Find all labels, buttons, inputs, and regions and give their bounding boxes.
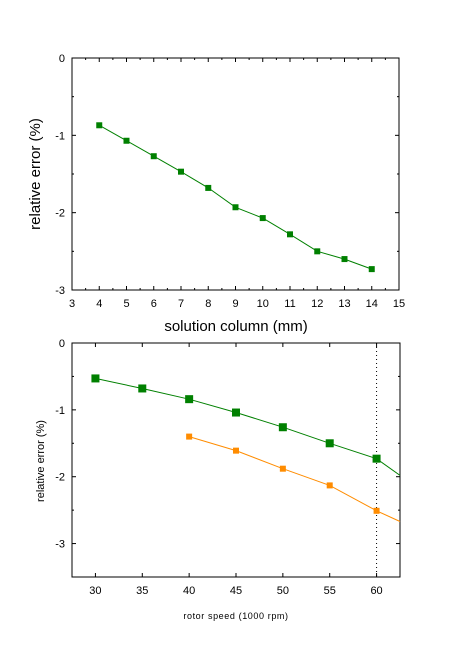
top-x-tick-label: 15 xyxy=(393,298,405,310)
bottom-series-2-point xyxy=(373,507,380,514)
bottom-x-tick-label: 60 xyxy=(370,585,382,597)
top-series-1-point xyxy=(341,256,348,263)
bottom-x-tick-label: 30 xyxy=(89,585,101,597)
top-x-axis-label: solution column (mm) xyxy=(164,318,307,335)
bottom-series-1-point xyxy=(91,374,100,383)
bottom-series-1-point xyxy=(325,439,334,448)
top-series-1-point xyxy=(123,137,130,144)
bottom-series-1-point xyxy=(138,384,147,393)
top-y-tick-label: -3 xyxy=(55,285,65,297)
bottom-y-tick-label: -1 xyxy=(55,405,65,417)
top-series-1-point xyxy=(287,231,293,238)
bottom-x-tick-label: 50 xyxy=(277,585,289,597)
top-x-tick-label: 8 xyxy=(205,298,211,310)
bottom-x-tick-label: 40 xyxy=(183,585,195,597)
bottom-series-2-point xyxy=(186,433,193,440)
top-x-tick-label: 14 xyxy=(366,298,378,310)
bottom-series-2-point xyxy=(233,447,239,454)
top-series-1-point xyxy=(178,168,184,175)
top-y-tick-label: -1 xyxy=(55,130,65,142)
top-series-1-point xyxy=(205,184,212,191)
bottom-x-tick-label: 35 xyxy=(136,585,148,597)
bottom-series-1-line xyxy=(95,377,401,476)
bottom-series-1-point xyxy=(232,408,240,417)
bottom-x-tick-label: 45 xyxy=(230,585,242,597)
top-x-tick-label: 13 xyxy=(338,298,350,310)
top-chart: solution column (mm) relative error (%) … xyxy=(27,53,405,335)
bottom-chart: rotor speed (1000 rpm) relative error (%… xyxy=(35,338,401,621)
bottom-x-tick-label: 55 xyxy=(324,585,336,597)
top-series-1-point xyxy=(96,122,103,129)
top-series-1-point xyxy=(259,215,266,222)
top-x-tick-label: 11 xyxy=(284,298,295,310)
top-x-tick-label: 7 xyxy=(178,298,184,310)
top-x-tick-label: 9 xyxy=(232,298,238,310)
bottom-series-2-point xyxy=(326,482,333,489)
top-y-axis-label: relative error (%) xyxy=(27,118,44,230)
top-x-tick-label: 5 xyxy=(123,298,129,310)
top-x-tick-label: 6 xyxy=(151,298,157,310)
top-x-tick-label: 4 xyxy=(96,298,102,310)
top-series-1-line xyxy=(99,124,372,270)
bottom-series-1-point xyxy=(372,454,381,463)
bottom-series-1-point xyxy=(185,395,194,404)
bottom-y-tick-label: 0 xyxy=(59,338,65,350)
bottom-y-tick-label: -3 xyxy=(55,539,65,551)
top-y-tick-label: -2 xyxy=(55,208,65,220)
bottom-plot-frame xyxy=(71,342,401,578)
top-series-1-point xyxy=(368,266,375,273)
top-y-tick-label: 0 xyxy=(59,53,65,65)
bottom-series-2-point xyxy=(279,465,286,472)
top-series-1-point xyxy=(232,204,239,211)
top-series-1-point xyxy=(150,153,157,160)
top-x-tick-label: 10 xyxy=(257,298,269,310)
bottom-y-axis-label: relative error (%) xyxy=(35,420,47,502)
top-plot-frame xyxy=(71,57,400,291)
top-x-tick-label: 12 xyxy=(311,298,323,310)
top-x-tick-label: 3 xyxy=(69,298,75,310)
bottom-series-1-point xyxy=(278,423,287,432)
bottom-x-axis-label: rotor speed (1000 rpm) xyxy=(183,611,288,621)
top-series-1-point xyxy=(314,248,321,255)
bottom-series-2-line xyxy=(188,436,401,522)
bottom-y-tick-label: -2 xyxy=(55,472,65,484)
